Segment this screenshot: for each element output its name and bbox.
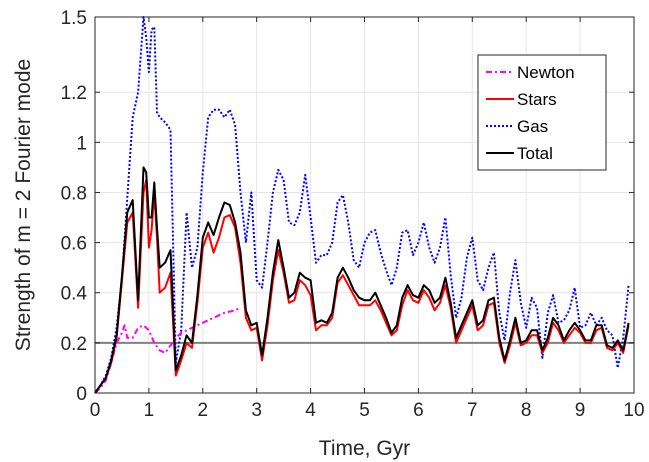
x-tick-label: 3: [251, 400, 262, 421]
y-tick-label: 0.4: [61, 284, 88, 305]
y-tick-label: 0: [76, 384, 87, 405]
x-tick-label: 2: [198, 400, 209, 421]
x-tick-label: 4: [305, 400, 316, 421]
x-tick-label: 0: [90, 400, 101, 421]
y-tick-label: 0.6: [61, 234, 87, 255]
axes: 0 1 2 3 4 5 6 7 8 9 10 0 0.2 0.4 0.6 0.8 1 1.2 1.5: [61, 8, 645, 421]
legend: Newton Stars Gas Total: [477, 54, 607, 171]
legend-label-gas: Gas: [517, 117, 548, 136]
y-tick-label: 1: [76, 133, 87, 154]
x-tick-label: 5: [359, 400, 370, 421]
series-line-gas: [94, 16, 630, 394]
legend-label-total: Total: [517, 144, 553, 163]
y-tick-label: 1.5: [61, 8, 87, 29]
x-tick-label: 1: [144, 400, 155, 421]
y-axis-label: Strength of m = 2 Fourier mode: [12, 59, 35, 351]
x-tick-label: 10: [623, 400, 644, 421]
y-tick-label: 1.2: [61, 83, 87, 104]
legend-box: [477, 54, 607, 171]
series-line-total: [94, 166, 630, 394]
y-tick-label: 0.2: [61, 334, 87, 355]
x-tick-label: 6: [413, 400, 424, 421]
x-tick-label: 7: [467, 400, 478, 421]
x-tick-label: 8: [521, 400, 532, 421]
y-tick-label: 0.8: [61, 183, 87, 204]
series-line-newton: [94, 306, 241, 394]
series-layer: [94, 16, 630, 394]
x-axis-label: Time, Gyr: [319, 437, 410, 460]
x-tick-label: 9: [575, 400, 586, 421]
legend-label-newton: Newton: [517, 63, 575, 82]
legend-label-stars: Stars: [517, 90, 557, 109]
